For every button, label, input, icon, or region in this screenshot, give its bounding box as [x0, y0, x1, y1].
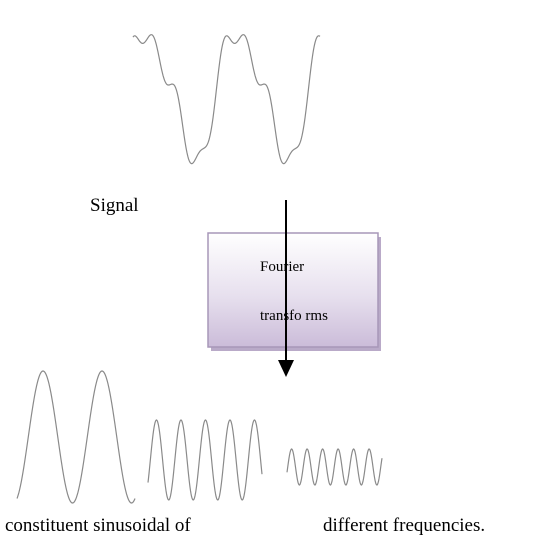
sine-wave-low [16, 370, 136, 504]
box-line2: transfo rms [260, 308, 328, 324]
arrow-head [278, 360, 294, 377]
transform-box [207, 232, 379, 348]
caption-left: constituent sinusoidal of [5, 515, 191, 536]
sine-wave-high [286, 448, 383, 486]
sine-wave-mid [147, 419, 263, 501]
signal-label: Signal [90, 195, 139, 216]
box-line1: Fourier [260, 259, 304, 275]
caption-right: different frequencies. [323, 515, 485, 536]
signal-wave [132, 34, 321, 165]
